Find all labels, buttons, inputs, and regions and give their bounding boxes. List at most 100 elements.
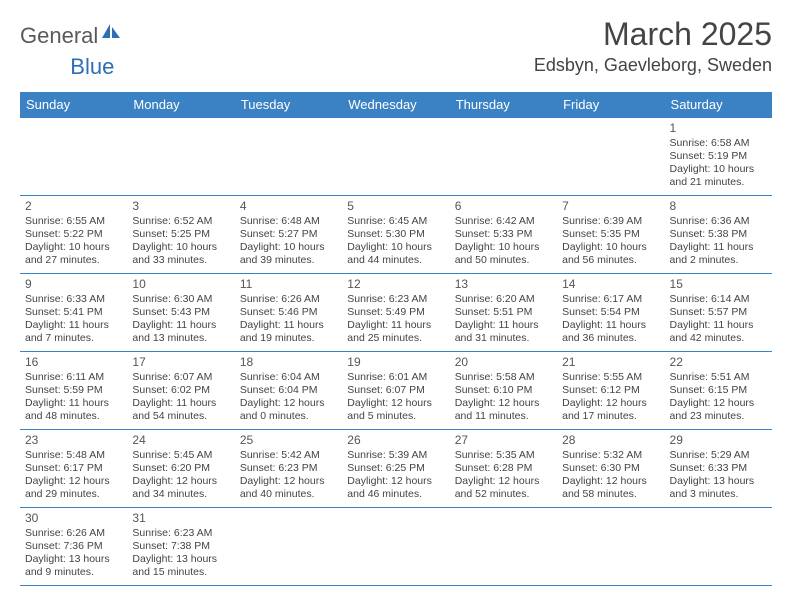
- weekday-header-row: Sunday Monday Tuesday Wednesday Thursday…: [20, 92, 772, 118]
- daylight-text: Daylight: 12 hours: [562, 475, 659, 488]
- sunrise-text: Sunrise: 6:26 AM: [240, 293, 337, 306]
- calendar-cell: [557, 508, 664, 586]
- logo: General: [20, 22, 122, 49]
- sunset-text: Sunset: 5:38 PM: [670, 228, 767, 241]
- sunset-text: Sunset: 5:46 PM: [240, 306, 337, 319]
- sunset-text: Sunset: 5:25 PM: [132, 228, 229, 241]
- daylight-text: and 29 minutes.: [25, 488, 122, 501]
- sunset-text: Sunset: 6:07 PM: [347, 384, 444, 397]
- sunrise-text: Sunrise: 6:55 AM: [25, 215, 122, 228]
- daylight-text: and 50 minutes.: [455, 254, 552, 267]
- calendar-row: 2Sunrise: 6:55 AMSunset: 5:22 PMDaylight…: [20, 196, 772, 274]
- sunset-text: Sunset: 5:35 PM: [562, 228, 659, 241]
- weekday-header: Saturday: [665, 92, 772, 118]
- sunrise-text: Sunrise: 6:26 AM: [25, 527, 122, 540]
- calendar-cell: 29Sunrise: 5:29 AMSunset: 6:33 PMDayligh…: [665, 430, 772, 508]
- calendar-row: 9Sunrise: 6:33 AMSunset: 5:41 PMDaylight…: [20, 274, 772, 352]
- day-number: 4: [240, 199, 337, 214]
- daylight-text: Daylight: 10 hours: [670, 163, 767, 176]
- daylight-text: Daylight: 12 hours: [240, 475, 337, 488]
- day-number: 29: [670, 433, 767, 448]
- sunrise-text: Sunrise: 6:33 AM: [25, 293, 122, 306]
- calendar-cell: 1Sunrise: 6:58 AMSunset: 5:19 PMDaylight…: [665, 118, 772, 196]
- weekday-header: Sunday: [20, 92, 127, 118]
- calendar-cell: [235, 118, 342, 196]
- calendar-row: 30Sunrise: 6:26 AMSunset: 7:36 PMDayligh…: [20, 508, 772, 586]
- calendar-cell: [342, 508, 449, 586]
- sunset-text: Sunset: 5:30 PM: [347, 228, 444, 241]
- daylight-text: Daylight: 10 hours: [240, 241, 337, 254]
- calendar-cell: [450, 118, 557, 196]
- sunrise-text: Sunrise: 6:04 AM: [240, 371, 337, 384]
- daylight-text: and 33 minutes.: [132, 254, 229, 267]
- daylight-text: and 39 minutes.: [240, 254, 337, 267]
- daylight-text: and 44 minutes.: [347, 254, 444, 267]
- sunset-text: Sunset: 6:30 PM: [562, 462, 659, 475]
- calendar-cell: [557, 118, 664, 196]
- calendar-row: 23Sunrise: 5:48 AMSunset: 6:17 PMDayligh…: [20, 430, 772, 508]
- day-number: 30: [25, 511, 122, 526]
- sunrise-text: Sunrise: 5:58 AM: [455, 371, 552, 384]
- sunrise-text: Sunrise: 5:55 AM: [562, 371, 659, 384]
- sunset-text: Sunset: 6:15 PM: [670, 384, 767, 397]
- sunrise-text: Sunrise: 6:20 AM: [455, 293, 552, 306]
- calendar-cell: 2Sunrise: 6:55 AMSunset: 5:22 PMDaylight…: [20, 196, 127, 274]
- sunrise-text: Sunrise: 6:14 AM: [670, 293, 767, 306]
- sunrise-text: Sunrise: 6:58 AM: [670, 137, 767, 150]
- sunset-text: Sunset: 6:20 PM: [132, 462, 229, 475]
- sunrise-text: Sunrise: 6:23 AM: [347, 293, 444, 306]
- daylight-text: and 25 minutes.: [347, 332, 444, 345]
- daylight-text: Daylight: 11 hours: [240, 319, 337, 332]
- month-title: March 2025: [534, 16, 772, 53]
- calendar-cell: 9Sunrise: 6:33 AMSunset: 5:41 PMDaylight…: [20, 274, 127, 352]
- calendar-cell: [235, 508, 342, 586]
- sunset-text: Sunset: 7:38 PM: [132, 540, 229, 553]
- daylight-text: Daylight: 13 hours: [25, 553, 122, 566]
- day-number: 18: [240, 355, 337, 370]
- sunrise-text: Sunrise: 5:51 AM: [670, 371, 767, 384]
- sunset-text: Sunset: 5:22 PM: [25, 228, 122, 241]
- calendar-cell: [127, 118, 234, 196]
- daylight-text: Daylight: 12 hours: [670, 397, 767, 410]
- calendar-cell: [342, 118, 449, 196]
- daylight-text: Daylight: 11 hours: [25, 397, 122, 410]
- daylight-text: and 11 minutes.: [455, 410, 552, 423]
- daylight-text: and 54 minutes.: [132, 410, 229, 423]
- daylight-text: Daylight: 12 hours: [455, 475, 552, 488]
- sunrise-text: Sunrise: 6:23 AM: [132, 527, 229, 540]
- daylight-text: Daylight: 10 hours: [562, 241, 659, 254]
- sunset-text: Sunset: 5:49 PM: [347, 306, 444, 319]
- calendar-cell: 18Sunrise: 6:04 AMSunset: 6:04 PMDayligh…: [235, 352, 342, 430]
- day-number: 22: [670, 355, 767, 370]
- daylight-text: and 0 minutes.: [240, 410, 337, 423]
- calendar-row: 16Sunrise: 6:11 AMSunset: 5:59 PMDayligh…: [20, 352, 772, 430]
- daylight-text: Daylight: 10 hours: [347, 241, 444, 254]
- sunset-text: Sunset: 6:12 PM: [562, 384, 659, 397]
- daylight-text: and 17 minutes.: [562, 410, 659, 423]
- daylight-text: Daylight: 11 hours: [132, 397, 229, 410]
- daylight-text: and 42 minutes.: [670, 332, 767, 345]
- calendar-cell: 13Sunrise: 6:20 AMSunset: 5:51 PMDayligh…: [450, 274, 557, 352]
- sunrise-text: Sunrise: 5:48 AM: [25, 449, 122, 462]
- day-number: 20: [455, 355, 552, 370]
- sunset-text: Sunset: 5:54 PM: [562, 306, 659, 319]
- sunset-text: Sunset: 5:43 PM: [132, 306, 229, 319]
- calendar-cell: 6Sunrise: 6:42 AMSunset: 5:33 PMDaylight…: [450, 196, 557, 274]
- daylight-text: Daylight: 12 hours: [132, 475, 229, 488]
- daylight-text: and 31 minutes.: [455, 332, 552, 345]
- sunrise-text: Sunrise: 6:01 AM: [347, 371, 444, 384]
- calendar-cell: 5Sunrise: 6:45 AMSunset: 5:30 PMDaylight…: [342, 196, 449, 274]
- day-number: 9: [25, 277, 122, 292]
- logo-text-general: General: [20, 23, 98, 49]
- day-number: 19: [347, 355, 444, 370]
- sunrise-text: Sunrise: 5:39 AM: [347, 449, 444, 462]
- sunset-text: Sunset: 7:36 PM: [25, 540, 122, 553]
- daylight-text: and 48 minutes.: [25, 410, 122, 423]
- sunset-text: Sunset: 6:23 PM: [240, 462, 337, 475]
- daylight-text: and 5 minutes.: [347, 410, 444, 423]
- day-number: 27: [455, 433, 552, 448]
- day-number: 5: [347, 199, 444, 214]
- logo-text-blue: Blue: [70, 54, 114, 80]
- daylight-text: Daylight: 11 hours: [670, 241, 767, 254]
- calendar-cell: 11Sunrise: 6:26 AMSunset: 5:46 PMDayligh…: [235, 274, 342, 352]
